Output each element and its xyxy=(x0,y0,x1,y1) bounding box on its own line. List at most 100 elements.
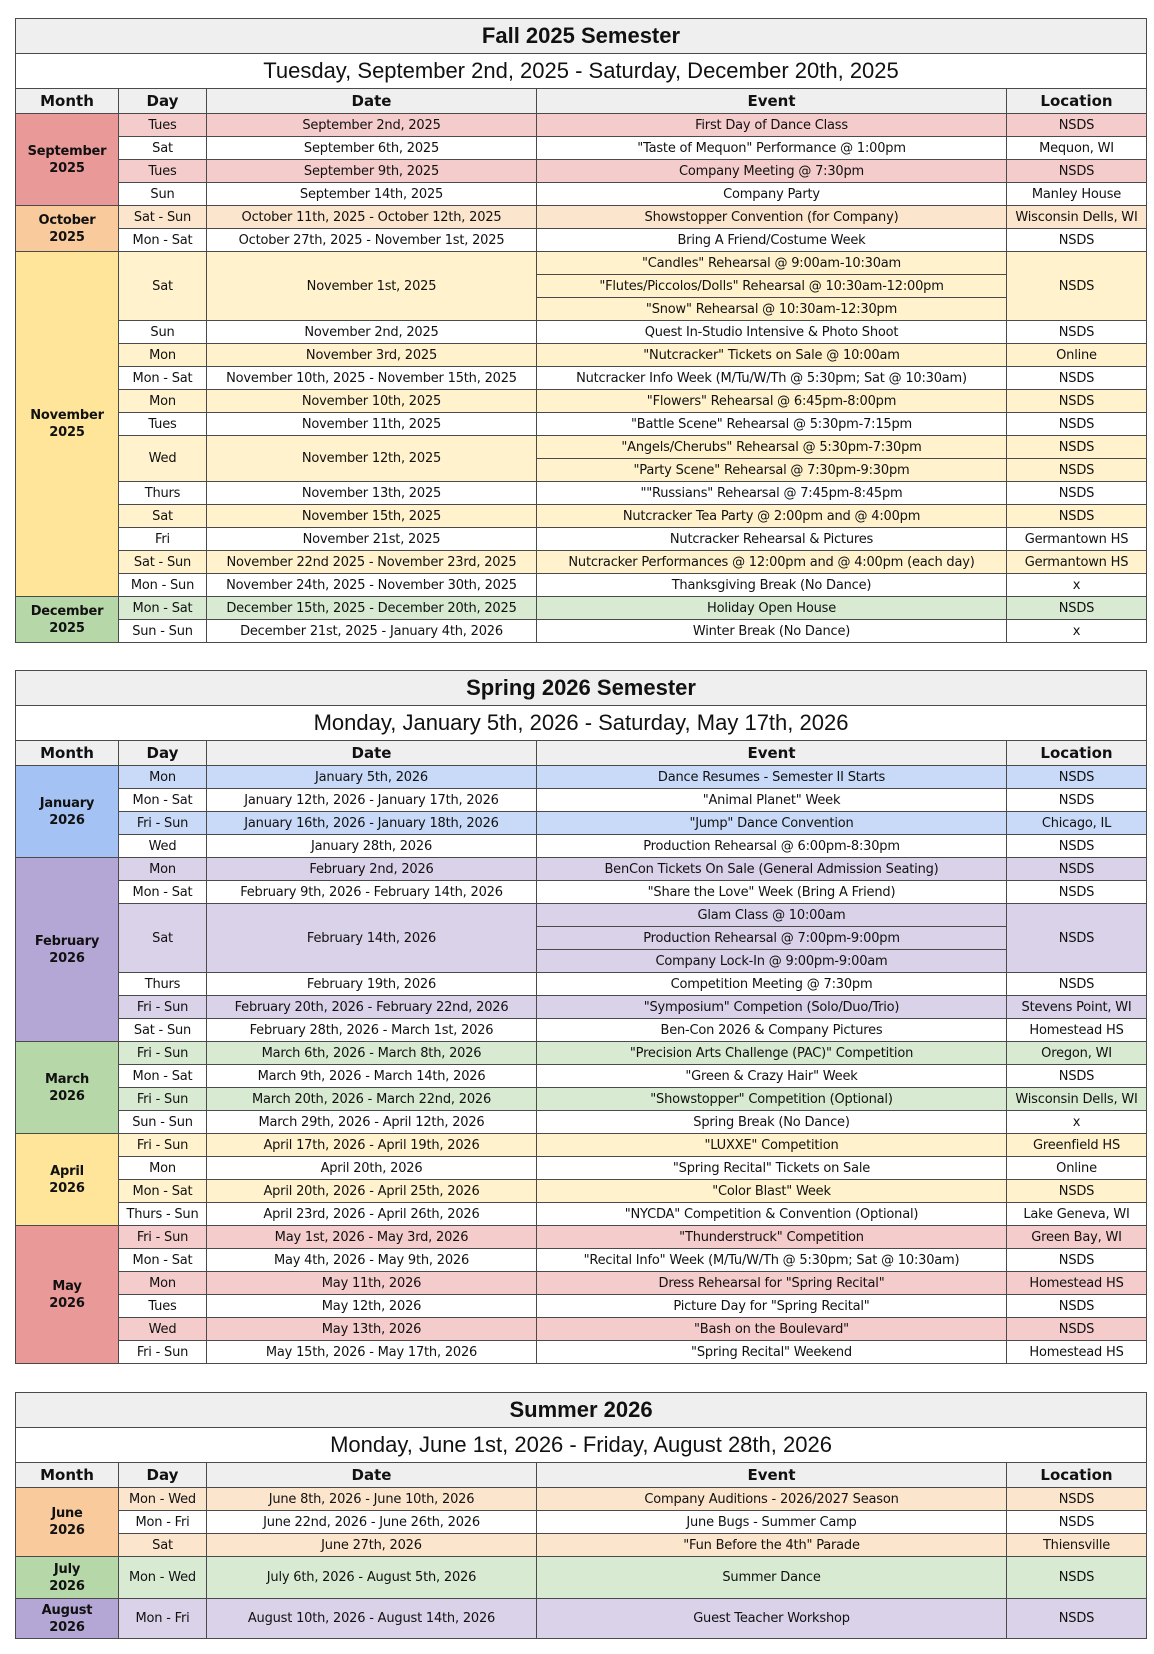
fall-2025-table: Fall 2025 Semester Tuesday, September 2nd… xyxy=(15,18,1147,643)
day-cell: Sat - Sun xyxy=(118,205,207,229)
date-cell: June 8th, 2026 - June 10th, 2026 xyxy=(206,1487,537,1511)
column-header-month: Month xyxy=(15,88,119,114)
section-title: Fall 2025 Semester xyxy=(15,18,1147,54)
location-cell: NSDS xyxy=(1006,435,1147,459)
location-cell: Wisconsin Dells, WI xyxy=(1005,1087,1148,1111)
date-cell: August 10th, 2026 - August 14th, 2026 xyxy=(206,1598,537,1639)
day-cell: Mon - Sat xyxy=(118,596,207,620)
day-cell: Mon xyxy=(118,343,207,367)
date-cell: May 15th, 2026 - May 17th, 2026 xyxy=(206,1340,537,1364)
day-cell: Mon xyxy=(118,1156,207,1180)
event-cell: Production Rehearsal @ 6:00pm-8:30pm xyxy=(536,834,1007,858)
location-cell: NSDS xyxy=(1005,1294,1148,1318)
location-cell: NSDS xyxy=(1005,765,1148,789)
location-cell: Lake Geneva, WI xyxy=(1005,1202,1148,1226)
table-row: Fri - Sun February 20th, 2026 - February … xyxy=(16,995,1148,1019)
month-cell: June 2026 xyxy=(15,1487,119,1557)
day-cell: Sat xyxy=(118,251,207,321)
day-cell: Mon - Sat xyxy=(118,1248,207,1272)
section-title-row: Spring 2026 Semester xyxy=(14,670,1148,706)
table-row: Mon - Sat May 4th, 2026 - May 9th, 2026 "R… xyxy=(16,1248,1148,1272)
section-title-row: Summer 2026 xyxy=(14,1392,1148,1428)
month-label-line: July xyxy=(53,1561,81,1577)
month-label-line: May xyxy=(52,1278,82,1294)
table-row: Sun September 14th, 2025 Company Party Manl… xyxy=(16,182,1147,206)
location-cell: NSDS xyxy=(1005,1064,1148,1088)
table-row: Wed January 28th, 2026 Production Rehearsa… xyxy=(16,834,1148,858)
section-title: Summer 2026 xyxy=(14,1392,1148,1428)
table-row: September 2025 Tues September 2nd, 2025 Firs… xyxy=(15,113,1147,206)
location-cell: Chicago, IL xyxy=(1005,811,1148,835)
location-cell: NSDS xyxy=(1005,880,1148,904)
date-cell: May 11th, 2026 xyxy=(206,1271,537,1295)
table-row: November 2025 Sat November 1st, 2025 "Candle… xyxy=(15,251,1147,597)
location-cell: Oregon, WI xyxy=(1005,1041,1148,1065)
month-cell: December 2025 xyxy=(15,596,119,643)
location-cell: Green Bay, WI xyxy=(1005,1225,1148,1249)
month-cell: April 2026 xyxy=(15,1133,119,1226)
day-cell: Fri - Sun xyxy=(118,1340,207,1364)
event-cell: "Symposium" Competion (Solo/Duo/Trio) xyxy=(536,995,1007,1019)
event-cell: Showstopper Convention (for Company) xyxy=(536,205,1007,229)
day-cell: Fri - Sun xyxy=(118,1041,207,1065)
date-cell: March 9th, 2026 - March 14th, 2026 xyxy=(206,1064,537,1088)
event-cell: First Day of Dance Class xyxy=(536,113,1007,137)
section-date-range-row: Monday, June 1st, 2026 - Friday, August … xyxy=(14,1427,1148,1463)
table-row: Production Rehearsal @ 7:00pm-9:00pm xyxy=(16,926,1147,950)
date-cell: July 6th, 2026 - August 5th, 2026 xyxy=(206,1556,537,1599)
table-row: Fri November 21st, 2025 Nutcracker Rehears… xyxy=(16,527,1147,551)
section-date-range-row: Tuesday, September 2nd, 2025 - Saturday,… xyxy=(15,53,1147,89)
table-row: May 2026 Fri - Sun May 1st, 2026 - May 3rd,… xyxy=(15,1225,1148,1364)
location-cell: NSDS xyxy=(1006,481,1147,505)
month-cell: July 2026 xyxy=(15,1556,119,1599)
table-row: Mon May 11th, 2026 Dress Rehearsal for "Sp… xyxy=(16,1271,1148,1295)
event-cell: Production Rehearsal @ 7:00pm-9:00pm xyxy=(536,926,1007,950)
month-label-line: October xyxy=(38,212,96,228)
date-cell: March 29th, 2026 - April 12th, 2026 xyxy=(206,1110,537,1134)
location-cell: Online xyxy=(1006,343,1147,367)
table-row: Mon - Sat February 9th, 2026 - February 1… xyxy=(16,880,1148,904)
day-cell: Wed xyxy=(118,1317,207,1341)
date-cell: May 12th, 2026 xyxy=(206,1294,537,1318)
event-cell: Dance Resumes - Semester II Starts xyxy=(536,765,1007,789)
location-cell: Wisconsin Dells, WI xyxy=(1006,205,1147,229)
location-cell: Greenfield HS xyxy=(1005,1133,1148,1157)
location-cell: NSDS xyxy=(1005,788,1148,812)
event-cell: Competition Meeting @ 7:30pm xyxy=(536,972,1007,996)
location-cell: NSDS xyxy=(1005,1317,1148,1341)
section-date-range-row: Monday, January 5th, 2026 - Saturday, Ma… xyxy=(14,705,1148,741)
location-cell: NSDS xyxy=(1006,251,1147,321)
day-cell: Fri - Sun xyxy=(118,811,207,835)
table-row: Mon - Sat March 9th, 2026 - March 14th, 2… xyxy=(16,1064,1148,1088)
day-cell: Mon - Sat xyxy=(118,1179,207,1203)
location-cell: NSDS xyxy=(1006,159,1147,183)
table-row: Fri - Sun March 20th, 2026 - March 22nd, … xyxy=(16,1087,1148,1111)
table-row: Thurs November 13th, 2025 ""Russians" Rehe… xyxy=(16,481,1147,505)
date-cell: January 16th, 2026 - January 18th, 2026 xyxy=(206,811,537,835)
day-cell: Sat xyxy=(118,504,207,528)
event-cell: "Flowers" Rehearsal @ 6:45pm-8:00pm xyxy=(536,389,1007,413)
event-cell: "Snow" Rehearsal @ 10:30am-12:30pm xyxy=(536,297,1007,321)
section-date-range: Tuesday, September 2nd, 2025 - Saturday,… xyxy=(15,53,1147,89)
date-cell: November 22nd 2025 - November 23rd, 2025 xyxy=(206,550,537,574)
day-cell: Fri - Sun xyxy=(118,995,207,1019)
day-cell: Fri - Sun xyxy=(118,1133,207,1157)
table-row: Mon November 10th, 2025 "Flowers" Rehearsa… xyxy=(16,389,1147,413)
location-cell: Homestead HS xyxy=(1005,1018,1148,1042)
day-cell: Sat xyxy=(118,903,207,973)
table-row: Sat - Sun November 22nd 2025 - November 2… xyxy=(16,550,1147,574)
month-label-line: 2026 xyxy=(49,1523,85,1538)
date-cell: March 20th, 2026 - March 22nd, 2026 xyxy=(206,1087,537,1111)
location-cell: Stevens Point, WI xyxy=(1005,995,1148,1019)
table-row: Company Lock-In @ 9:00pm-9:00am xyxy=(16,949,1147,973)
date-cell: April 20th, 2026 - April 25th, 2026 xyxy=(206,1179,537,1203)
month-label-line: 2025 xyxy=(49,229,85,245)
date-cell: March 6th, 2026 - March 8th, 2026 xyxy=(206,1041,537,1065)
column-header-date: Date xyxy=(206,1462,537,1488)
event-cell: "Thunderstruck" Competition xyxy=(536,1225,1007,1249)
table-row: Tues September 9th, 2025 Company Meeting @… xyxy=(16,159,1147,183)
month-label-line: 2026 xyxy=(49,1088,85,1104)
table-row: Mon - Sat November 10th, 2025 - November … xyxy=(16,366,1147,390)
table-row: Fri - Sun May 15th, 2026 - May 17th, 2026… xyxy=(16,1340,1148,1364)
date-cell: December 21st, 2025 - January 4th, 2026 xyxy=(206,619,537,643)
